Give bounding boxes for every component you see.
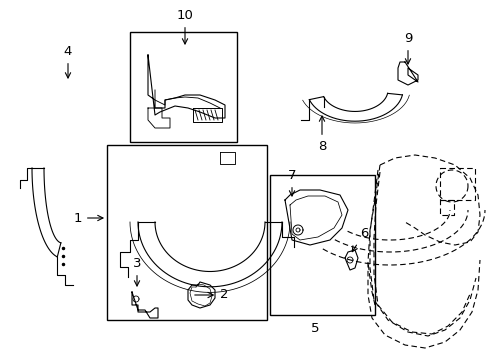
Text: 3: 3 [132, 257, 141, 286]
Text: 1: 1 [73, 212, 103, 225]
Text: 4: 4 [63, 45, 72, 78]
Text: 7: 7 [287, 169, 296, 196]
Bar [130, 32, 237, 142]
Text: 10: 10 [176, 9, 193, 44]
Text: 2: 2 [194, 288, 228, 302]
Text: 6: 6 [351, 227, 367, 252]
Bar [269, 175, 374, 315]
Text: 5: 5 [310, 322, 319, 335]
Bar [107, 145, 266, 320]
Text: 8: 8 [317, 116, 325, 153]
Text: 9: 9 [403, 32, 411, 64]
